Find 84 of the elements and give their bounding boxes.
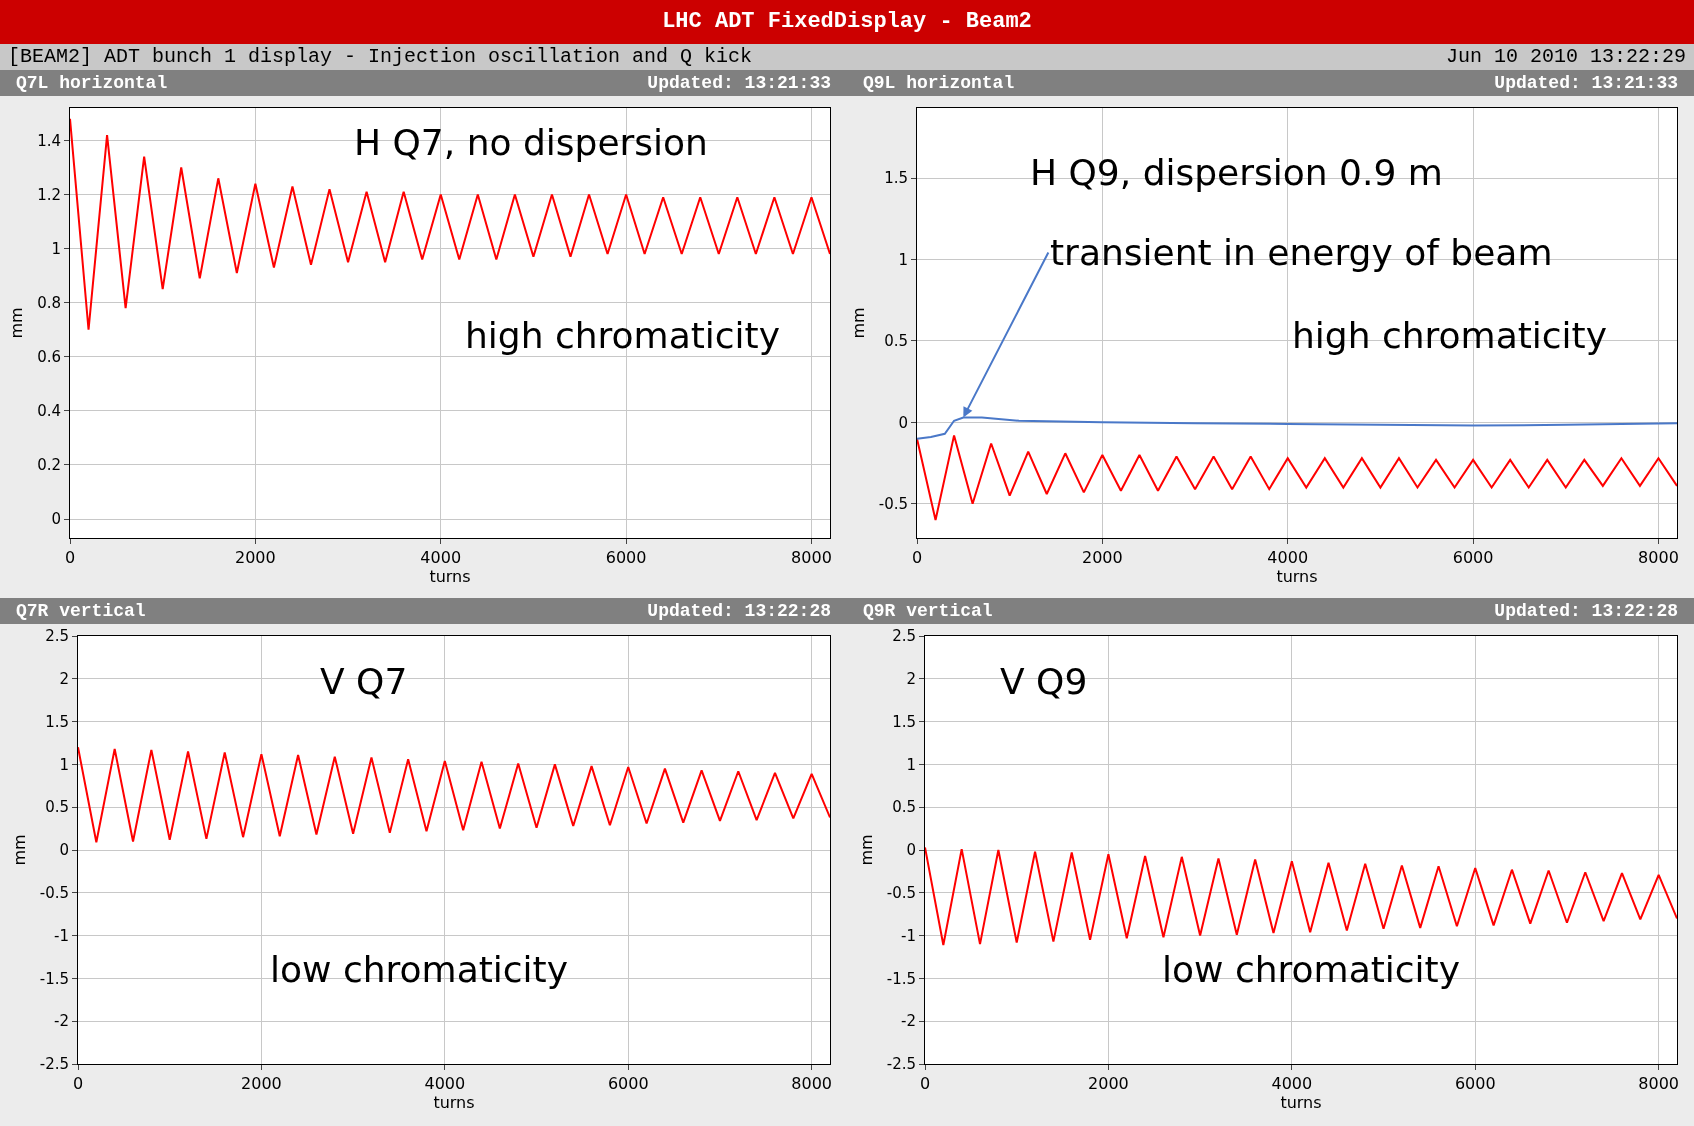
chart-title: Q9R vertical bbox=[863, 600, 993, 623]
y-axis-title: mm bbox=[9, 834, 29, 866]
x-tick-label: 8000 bbox=[1638, 1074, 1680, 1094]
y-tick-label: 2 bbox=[906, 670, 916, 689]
y-tick-label: 1 bbox=[51, 239, 61, 258]
annotation: high chromaticity bbox=[465, 315, 781, 356]
text: Updated: 13:21:33 bbox=[1494, 72, 1678, 95]
y-tick-label: 0.2 bbox=[37, 456, 61, 475]
x-tick-label: 4000 bbox=[424, 1074, 466, 1094]
y-tick-label: 1 bbox=[906, 755, 916, 774]
x-tick-label: 2000 bbox=[235, 548, 276, 568]
line-series bbox=[917, 434, 1677, 522]
y-tick-label: 1 bbox=[898, 250, 908, 269]
x-tick-label: 0 bbox=[919, 1074, 931, 1094]
x-tick-label: 8000 bbox=[791, 548, 832, 568]
x-tick-label: 6000 bbox=[605, 548, 647, 568]
line-series bbox=[78, 746, 830, 844]
text: Updated: 13:22:28 bbox=[647, 600, 831, 623]
y-tick-label: -2 bbox=[901, 1012, 916, 1031]
y-tick-label: 0 bbox=[51, 510, 61, 529]
y-tick-label: -1.5 bbox=[886, 969, 916, 988]
y-tick-label: 1 bbox=[59, 755, 69, 774]
y-tick-label: 0 bbox=[906, 841, 916, 860]
annotation: H Q7, no dispersion bbox=[354, 122, 708, 163]
x-axis-title: turns bbox=[1280, 1093, 1322, 1113]
annotation: high chromaticity bbox=[1292, 315, 1608, 356]
text: Jun 10 2010 13:22:29 bbox=[1445, 44, 1686, 70]
y-tick-label: 0.5 bbox=[884, 332, 908, 351]
chart-title: Q7R vertical bbox=[16, 600, 146, 623]
annotation: V Q9 bbox=[1000, 661, 1088, 702]
y-tick-label: 2.5 bbox=[892, 627, 916, 646]
y-tick-label: 0.5 bbox=[45, 798, 69, 817]
x-tick-label: 4000 bbox=[1271, 1074, 1313, 1094]
x-axis-title: turns bbox=[433, 1093, 475, 1113]
x-tick-label: 6000 bbox=[1454, 1074, 1496, 1094]
x-axis-title: turns bbox=[1276, 567, 1318, 587]
y-axis-title: mm bbox=[848, 307, 868, 339]
y-tick-label: 1.2 bbox=[37, 185, 61, 204]
text: LHC ADT FixedDisplay - Beam2 bbox=[0, 0, 1694, 44]
y-tick-label: 0.8 bbox=[37, 293, 61, 312]
y-tick-label: 2.5 bbox=[45, 627, 69, 646]
y-tick-label: 0.6 bbox=[37, 348, 61, 367]
y-tick-label: -2 bbox=[54, 1012, 69, 1031]
x-tick-label: 4000 bbox=[420, 548, 462, 568]
y-tick-label: 1.5 bbox=[884, 169, 908, 188]
chart-subtitle: [BEAM2] ADT bunch 1 display - Injection oscillation and Q kick bbox=[8, 44, 753, 70]
x-tick-label: 6000 bbox=[607, 1074, 649, 1094]
y-axis-title: mm bbox=[856, 834, 876, 866]
annotation: low chromaticity bbox=[1162, 949, 1461, 990]
y-tick-label: 0 bbox=[59, 841, 69, 860]
x-axis-title: turns bbox=[429, 567, 471, 587]
annotation: low chromaticity bbox=[270, 949, 569, 990]
y-tick-label: -1 bbox=[901, 926, 916, 945]
x-tick-label: 0 bbox=[72, 1074, 84, 1094]
y-tick-label: -0.5 bbox=[886, 884, 916, 903]
y-tick-label: -0.5 bbox=[39, 884, 69, 903]
chart-title: Q9L horizontal bbox=[863, 72, 1015, 95]
y-tick-label: 2 bbox=[59, 670, 69, 689]
x-tick-label: 8000 bbox=[1638, 548, 1679, 568]
y-tick-label: -0.5 bbox=[878, 495, 908, 514]
annotation: H Q9, dispersion 0.9 m bbox=[1030, 152, 1443, 193]
x-tick-label: 2000 bbox=[1088, 1074, 1129, 1094]
y-tick-label: -2.5 bbox=[886, 1055, 916, 1074]
y-axis-title: mm bbox=[7, 307, 27, 339]
y-tick-label: 1.5 bbox=[45, 712, 69, 731]
y-tick-label: 0.4 bbox=[37, 402, 61, 421]
annotation: V Q7 bbox=[320, 661, 408, 702]
x-tick-label: 2000 bbox=[241, 1074, 282, 1094]
text: Updated: 13:22:28 bbox=[1494, 600, 1678, 623]
y-tick-label: 1.5 bbox=[892, 712, 916, 731]
chart-title: Q7L horizontal bbox=[16, 72, 168, 95]
annotation: transient in energy of beam bbox=[1050, 232, 1553, 273]
x-tick-label: 8000 bbox=[791, 1074, 833, 1094]
y-tick-label: 0.5 bbox=[892, 798, 916, 817]
x-tick-label: 2000 bbox=[1082, 548, 1123, 568]
y-tick-label: 0 bbox=[898, 413, 908, 432]
text: Updated: 13:21:33 bbox=[647, 72, 831, 95]
line-series bbox=[925, 846, 1677, 947]
y-tick-label: -1.5 bbox=[39, 969, 69, 988]
y-tick-label: 1.4 bbox=[37, 131, 61, 150]
y-tick-label: -1 bbox=[54, 926, 69, 945]
x-tick-label: 4000 bbox=[1267, 548, 1309, 568]
x-tick-label: 6000 bbox=[1452, 548, 1494, 568]
y-tick-label: -2.5 bbox=[39, 1055, 69, 1074]
